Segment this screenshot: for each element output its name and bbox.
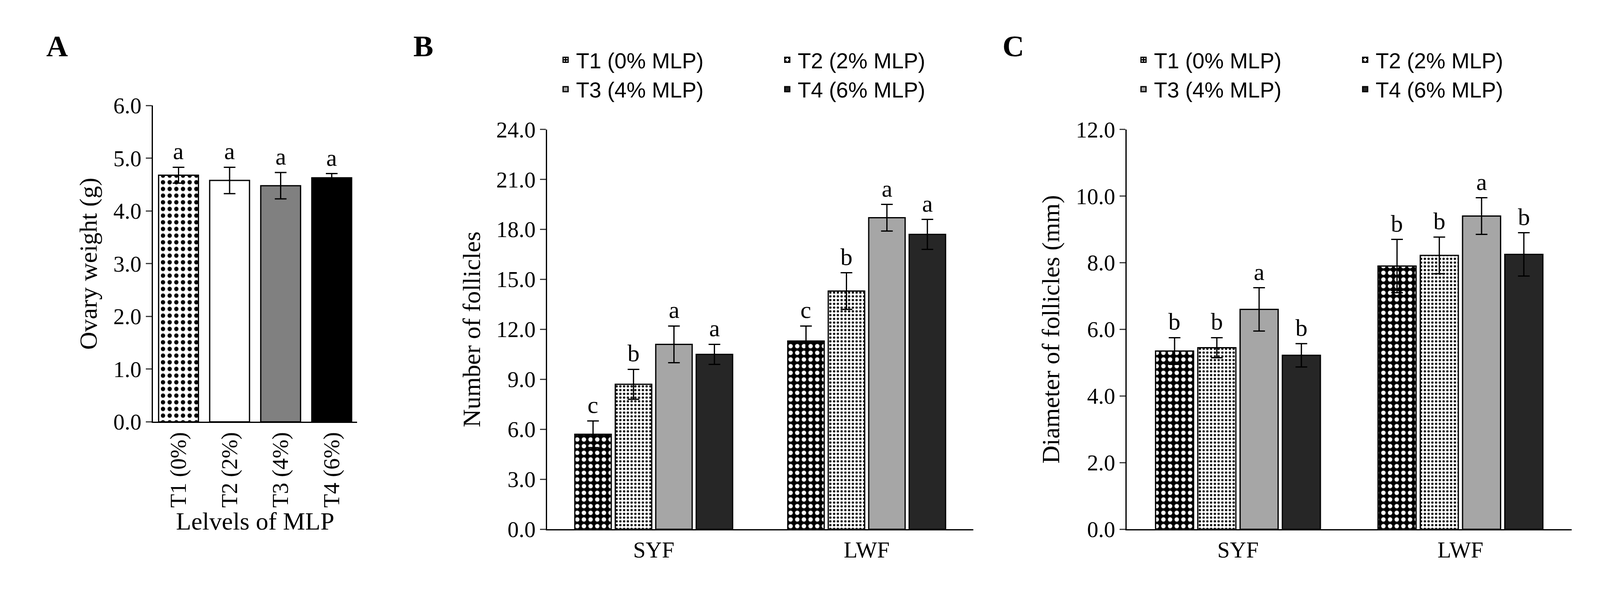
svg-text:T1 (0% MLP): T1 (0% MLP) bbox=[1153, 48, 1282, 73]
svg-text:12.0: 12.0 bbox=[496, 317, 536, 343]
svg-text:5.0: 5.0 bbox=[113, 146, 142, 172]
svg-text:SYF: SYF bbox=[1217, 537, 1259, 563]
svg-text:15.0: 15.0 bbox=[496, 267, 536, 293]
svg-text:24.0: 24.0 bbox=[496, 117, 536, 143]
svg-text:b: b bbox=[840, 243, 853, 271]
svg-text:a: a bbox=[275, 142, 287, 170]
svg-text:0.0: 0.0 bbox=[1087, 517, 1116, 543]
svg-text:T1 (0%): T1 (0%) bbox=[165, 432, 191, 508]
svg-text:12.0: 12.0 bbox=[1075, 117, 1116, 143]
svg-text:a: a bbox=[172, 137, 184, 165]
svg-text:2.0: 2.0 bbox=[1087, 450, 1116, 476]
svg-text:8.0: 8.0 bbox=[1087, 250, 1116, 276]
svg-text:a: a bbox=[922, 190, 933, 218]
svg-text:b: b bbox=[1517, 203, 1530, 231]
svg-text:Number of follicles: Number of follicles bbox=[457, 231, 486, 428]
svg-text:B: B bbox=[413, 29, 434, 63]
svg-text:4.0: 4.0 bbox=[1087, 383, 1116, 409]
svg-text:T2 (2% MLP): T2 (2% MLP) bbox=[1375, 48, 1503, 73]
svg-text:c: c bbox=[587, 391, 599, 419]
svg-text:T3 (4%): T3 (4%) bbox=[267, 432, 293, 508]
svg-text:Lelvels of MLP: Lelvels of MLP bbox=[175, 507, 335, 535]
svg-text:b: b bbox=[1210, 307, 1223, 335]
svg-text:6.0: 6.0 bbox=[113, 93, 142, 119]
svg-text:9.0: 9.0 bbox=[507, 367, 536, 393]
svg-text:LWF: LWF bbox=[1437, 537, 1484, 563]
svg-text:Diameter of follicles (mm): Diameter of follicles (mm) bbox=[1037, 195, 1065, 464]
svg-text:2.0: 2.0 bbox=[113, 304, 142, 330]
svg-text:0.0: 0.0 bbox=[507, 517, 536, 543]
svg-text:b: b bbox=[627, 339, 640, 367]
svg-text:21.0: 21.0 bbox=[496, 167, 536, 193]
svg-text:1.0: 1.0 bbox=[113, 357, 142, 383]
svg-text:LWF: LWF bbox=[843, 537, 890, 563]
svg-text:T3 (4% MLP): T3 (4% MLP) bbox=[1153, 77, 1282, 103]
svg-text:a: a bbox=[326, 144, 338, 172]
svg-text:a: a bbox=[881, 175, 893, 203]
svg-text:T1 (0% MLP): T1 (0% MLP) bbox=[575, 48, 704, 73]
svg-text:18.0: 18.0 bbox=[496, 217, 536, 243]
svg-text:a: a bbox=[709, 314, 720, 342]
svg-text:a: a bbox=[224, 137, 235, 165]
svg-text:b: b bbox=[1433, 207, 1446, 235]
svg-text:6.0: 6.0 bbox=[507, 417, 536, 443]
svg-text:SYF: SYF bbox=[632, 537, 675, 563]
svg-text:c: c bbox=[800, 296, 812, 324]
svg-text:T4 (6% MLP): T4 (6% MLP) bbox=[797, 77, 925, 103]
svg-text:Ovary weight (g): Ovary weight (g) bbox=[74, 177, 103, 350]
svg-text:4.0: 4.0 bbox=[113, 198, 142, 224]
svg-text:T4 (6% MLP): T4 (6% MLP) bbox=[1375, 77, 1503, 103]
svg-text:b: b bbox=[1168, 307, 1181, 335]
svg-text:10.0: 10.0 bbox=[1075, 184, 1116, 210]
svg-text:3.0: 3.0 bbox=[507, 467, 536, 493]
svg-text:A: A bbox=[46, 29, 68, 63]
svg-text:a: a bbox=[1476, 168, 1488, 196]
svg-text:a: a bbox=[1253, 258, 1265, 286]
svg-text:b: b bbox=[1295, 314, 1308, 342]
svg-text:T2 (2%): T2 (2%) bbox=[217, 432, 243, 508]
svg-text:C: C bbox=[1002, 29, 1025, 63]
svg-text:a: a bbox=[668, 296, 680, 324]
svg-text:b: b bbox=[1390, 210, 1403, 238]
svg-text:3.0: 3.0 bbox=[113, 251, 142, 277]
svg-text:T3 (4% MLP): T3 (4% MLP) bbox=[575, 77, 704, 103]
svg-text:0.0: 0.0 bbox=[113, 409, 142, 435]
svg-text:T4 (6%): T4 (6%) bbox=[319, 432, 345, 508]
svg-text:T2 (2% MLP): T2 (2% MLP) bbox=[797, 48, 925, 73]
svg-text:6.0: 6.0 bbox=[1087, 317, 1116, 343]
